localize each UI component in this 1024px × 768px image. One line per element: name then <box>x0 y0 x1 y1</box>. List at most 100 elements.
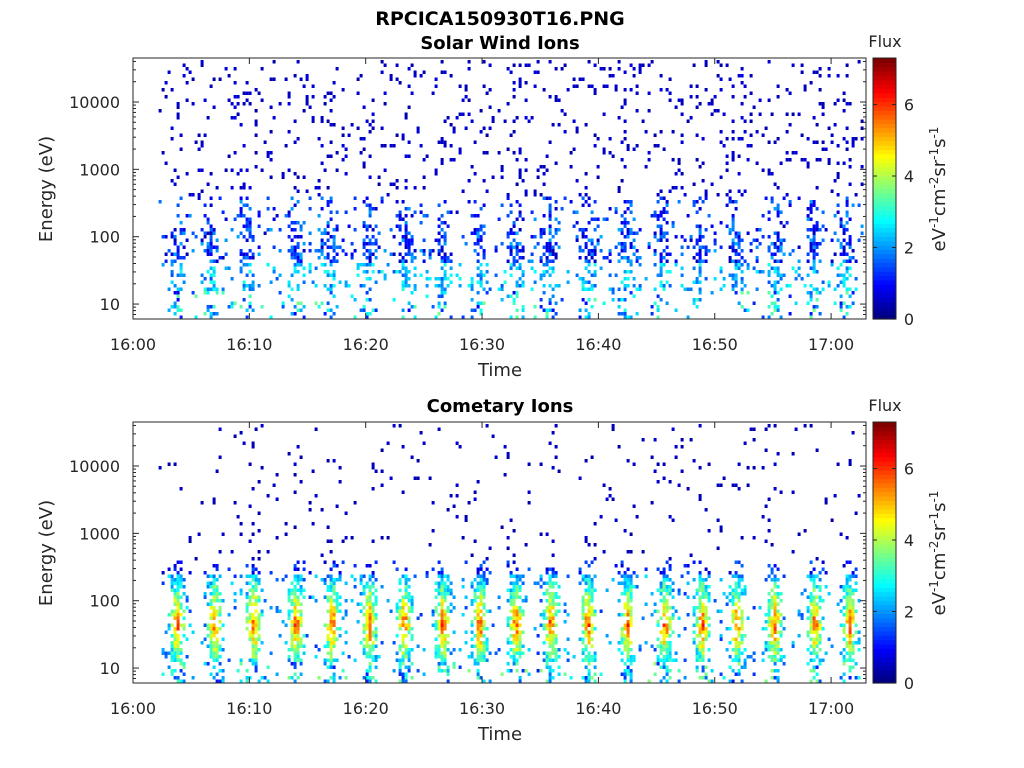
spectrogram-cell <box>842 259 846 263</box>
spectrogram-cell <box>485 263 489 267</box>
colorbar-swatch <box>873 301 896 307</box>
spectrogram-cell <box>248 676 252 680</box>
spectrogram-cell <box>176 256 180 260</box>
spectrogram-cell <box>209 627 213 631</box>
spectrogram-cell <box>371 658 375 662</box>
spectrogram-cell <box>848 602 852 606</box>
spectrogram-cell <box>179 574 183 578</box>
spectrogram-cell <box>299 263 303 267</box>
spectrogram-cell <box>326 637 330 641</box>
spectrogram-cell <box>512 581 516 585</box>
spectrogram-cell <box>701 630 705 634</box>
spectrogram-cell <box>359 151 363 155</box>
spectrogram-cell <box>368 592 372 596</box>
spectrogram-cell <box>443 140 447 144</box>
spectrogram-cell <box>470 119 474 123</box>
spectrogram-cell <box>479 574 483 578</box>
spectrogram-cell <box>809 294 813 298</box>
spectrogram-cell <box>851 571 855 575</box>
spectrogram-cell <box>332 637 336 641</box>
spectrogram-cell <box>554 207 558 211</box>
spectrogram-cell <box>734 585 738 589</box>
spectrogram-cell <box>353 249 357 253</box>
spectrogram-cell <box>533 189 537 193</box>
spectrogram-cell <box>374 616 378 620</box>
spectrogram-cell <box>179 133 183 137</box>
spectrogram-cell <box>365 676 369 680</box>
spectrogram-cell <box>809 200 813 204</box>
spectrogram-cell <box>551 648 555 652</box>
spectrogram-cell <box>320 161 324 165</box>
spectrogram-cell <box>401 637 405 641</box>
spectrogram-cell <box>563 602 567 606</box>
spectrogram-cell <box>176 308 180 312</box>
spectrogram-cell <box>275 536 279 540</box>
spectrogram-cell <box>587 249 591 253</box>
spectrogram-cell <box>254 644 258 648</box>
spectrogram-cell <box>737 599 741 603</box>
spectrogram-cell <box>761 214 765 218</box>
spectrogram-cell <box>593 651 597 655</box>
spectrogram-cell <box>443 144 447 148</box>
spectrogram-cell <box>665 606 669 610</box>
spectrogram-cell <box>395 133 399 137</box>
spectrogram-cell <box>815 602 819 606</box>
spectrogram-cell <box>815 228 819 232</box>
spectrogram-cell <box>173 609 177 613</box>
spectrogram-cell <box>680 98 684 102</box>
spectrogram-cell <box>737 231 741 235</box>
spectrogram-cell <box>371 613 375 617</box>
spectrogram-cell <box>254 651 258 655</box>
spectrogram-cell <box>239 266 243 270</box>
spectrogram-cell <box>770 623 774 627</box>
spectrogram-cell <box>656 238 660 242</box>
spectrogram-cell <box>245 308 249 312</box>
spectrogram-cell <box>374 588 378 592</box>
spectrogram-cell <box>716 518 720 522</box>
spectrogram-cell <box>488 88 492 92</box>
spectrogram-cell <box>254 637 258 641</box>
spectrogram-cell <box>665 203 669 207</box>
spectrogram-cell <box>854 630 858 634</box>
spectrogram-cell <box>767 270 771 274</box>
spectrogram-cell <box>167 70 171 74</box>
spectrogram-cell <box>254 595 258 599</box>
spectrogram-cell <box>851 592 855 596</box>
spectrogram-cell <box>548 616 552 620</box>
spectrogram-cell <box>593 259 597 263</box>
spectrogram-cell <box>311 522 315 526</box>
spectrogram-cell <box>821 599 825 603</box>
spectrogram-cell <box>752 301 756 305</box>
spectrogram-cell <box>602 84 606 88</box>
spectrogram-cell <box>209 196 213 200</box>
spectrogram-cell <box>842 284 846 288</box>
spectrogram-cell <box>257 616 261 620</box>
spectrogram-cell <box>500 168 504 172</box>
spectrogram-cell <box>440 221 444 225</box>
spectrogram-cell <box>260 641 264 645</box>
spectrogram-cell <box>635 109 639 113</box>
spectrogram-cell <box>656 623 660 627</box>
spectrogram-cell <box>665 221 669 225</box>
spectrogram-cell <box>548 658 552 662</box>
colorbar-swatch <box>873 71 896 76</box>
spectrogram-cell <box>626 588 630 592</box>
spectrogram-cell <box>515 648 519 652</box>
spectrogram-cell <box>476 574 480 578</box>
spectrogram-cell <box>764 648 768 652</box>
spectrogram-cell <box>404 266 408 270</box>
spectrogram-cell <box>668 77 672 81</box>
spectrogram-cell <box>464 518 468 522</box>
spectrogram-cell <box>341 158 345 162</box>
spectrogram-cell <box>479 578 483 582</box>
spectrogram-cell <box>542 641 546 645</box>
spectrogram-cell <box>317 214 321 218</box>
spectrogram-cell <box>773 291 777 295</box>
spectrogram-cell <box>410 609 414 613</box>
spectrogram-cell <box>851 644 855 648</box>
spectrogram-cell <box>632 245 636 249</box>
spectrogram-cell <box>323 560 327 564</box>
spectrogram-cell <box>812 242 816 246</box>
spectrogram-cell <box>767 564 771 568</box>
spectrogram-cell <box>740 238 744 242</box>
